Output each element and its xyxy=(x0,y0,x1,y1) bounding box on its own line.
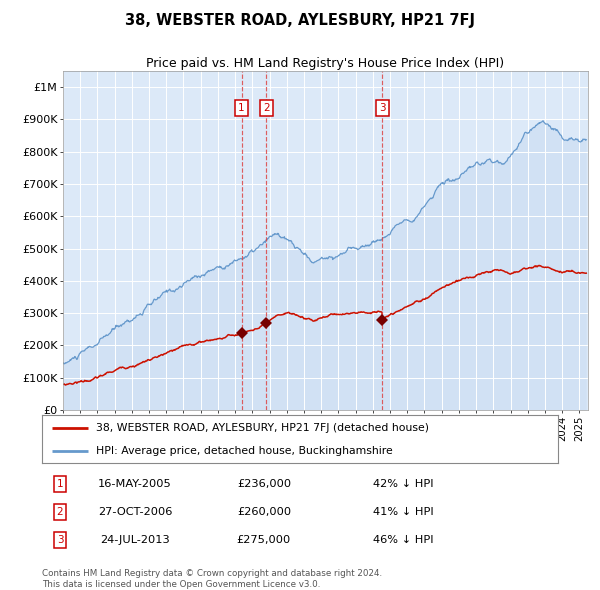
Text: 2: 2 xyxy=(263,103,270,113)
Text: 42% ↓ HPI: 42% ↓ HPI xyxy=(373,479,434,489)
Text: 3: 3 xyxy=(57,535,64,545)
Text: 24-JUL-2013: 24-JUL-2013 xyxy=(100,535,170,545)
Text: 38, WEBSTER ROAD, AYLESBURY, HP21 7FJ: 38, WEBSTER ROAD, AYLESBURY, HP21 7FJ xyxy=(125,13,475,28)
Text: 38, WEBSTER ROAD, AYLESBURY, HP21 7FJ (detached house): 38, WEBSTER ROAD, AYLESBURY, HP21 7FJ (d… xyxy=(96,423,429,433)
Text: 46% ↓ HPI: 46% ↓ HPI xyxy=(373,535,434,545)
Text: 1: 1 xyxy=(57,479,64,489)
Text: 41% ↓ HPI: 41% ↓ HPI xyxy=(373,507,434,517)
Text: Contains HM Land Registry data © Crown copyright and database right 2024.
This d: Contains HM Land Registry data © Crown c… xyxy=(42,569,382,589)
Text: 16-MAY-2005: 16-MAY-2005 xyxy=(98,479,172,489)
Text: HPI: Average price, detached house, Buckinghamshire: HPI: Average price, detached house, Buck… xyxy=(96,446,393,456)
Text: 1: 1 xyxy=(238,103,245,113)
Text: 3: 3 xyxy=(379,103,386,113)
Title: Price paid vs. HM Land Registry's House Price Index (HPI): Price paid vs. HM Land Registry's House … xyxy=(146,57,505,70)
Text: 27-OCT-2006: 27-OCT-2006 xyxy=(98,507,172,517)
Text: £236,000: £236,000 xyxy=(237,479,291,489)
Text: £260,000: £260,000 xyxy=(237,507,291,517)
Text: 2: 2 xyxy=(57,507,64,517)
Text: £275,000: £275,000 xyxy=(237,535,291,545)
